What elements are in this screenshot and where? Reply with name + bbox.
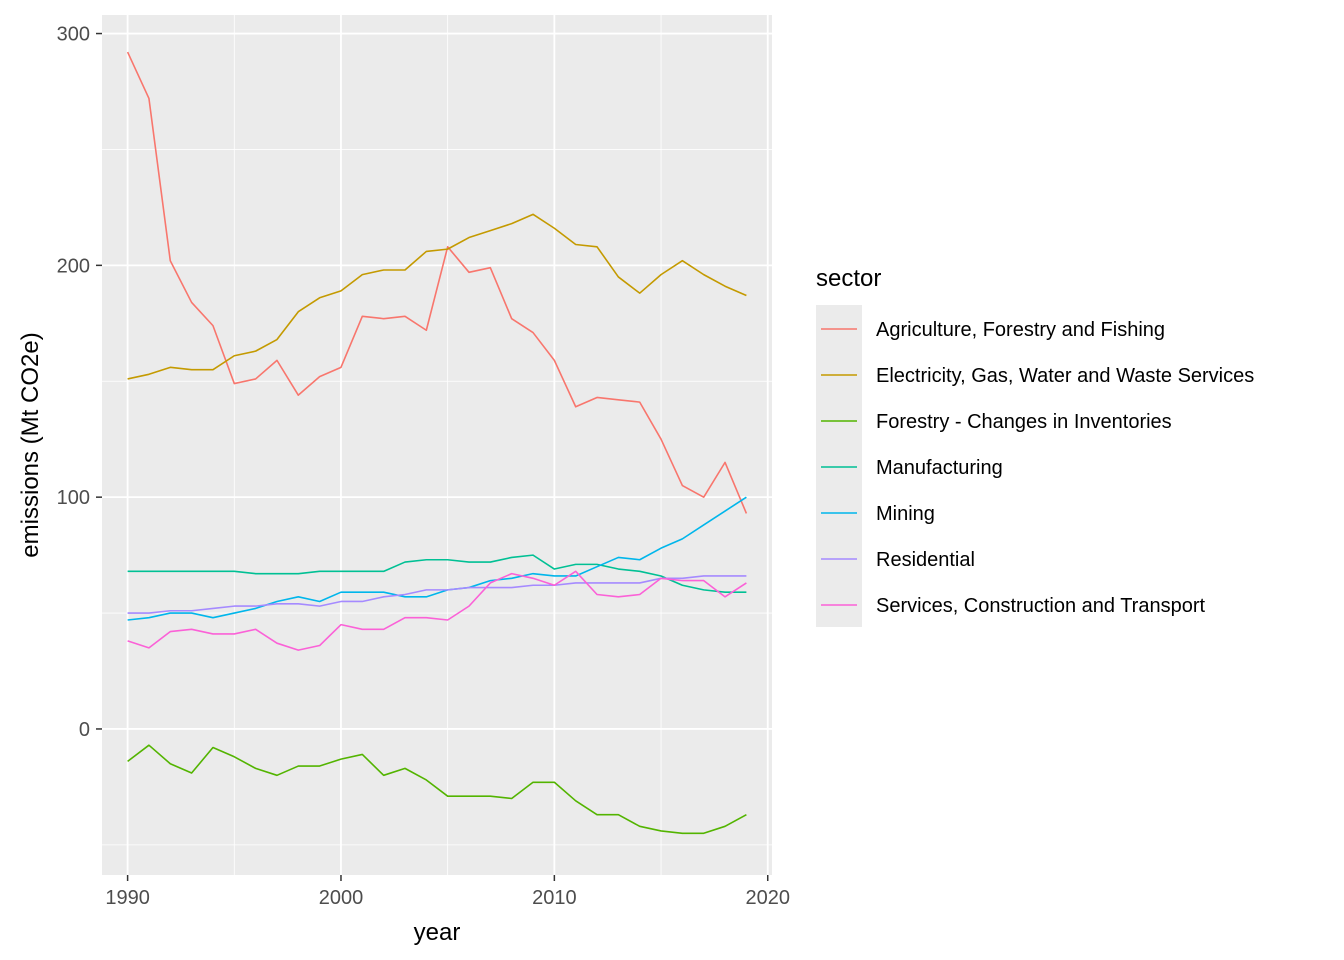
series-line-6 xyxy=(127,575,747,614)
legend-label: Services, Construction and Transport xyxy=(876,595,1205,617)
legend-key-background xyxy=(816,305,862,627)
legend-title: sector xyxy=(816,265,881,292)
series-line-1 xyxy=(126,51,748,514)
x-axis: 1990 2000 2010 2020 xyxy=(105,875,790,909)
legend-label: Manufacturing xyxy=(876,457,1003,479)
minor-gridlines xyxy=(102,15,772,875)
legend-label: Forestry - Changes in Inventories xyxy=(876,411,1172,433)
y-tick-label: 300 xyxy=(57,24,90,46)
x-tick-label: 1990 xyxy=(105,887,150,909)
legend: sector Agriculture, Forestry and Fishing… xyxy=(816,265,1254,627)
y-tick-label: 100 xyxy=(57,487,90,509)
x-axis-title: year xyxy=(414,919,461,946)
x-tick-label: 2000 xyxy=(319,887,364,909)
x-tick-label: 2010 xyxy=(532,887,577,909)
legend-items: Agriculture, Forestry and Fishing Electri… xyxy=(821,319,1254,617)
y-tick-label: 200 xyxy=(57,255,90,277)
y-axis: 0 100 200 300 xyxy=(57,24,102,741)
y-tick-label: 0 xyxy=(79,719,90,741)
x-tick-label: 2020 xyxy=(745,887,790,909)
series-line-4 xyxy=(127,554,747,594)
legend-label: Mining xyxy=(876,503,935,525)
series-line-3 xyxy=(127,744,747,835)
series-line-5 xyxy=(127,496,747,621)
series-line-7 xyxy=(127,570,747,651)
plot-panel xyxy=(102,15,772,875)
series-line-2 xyxy=(127,213,747,380)
legend-label: Residential xyxy=(876,549,975,571)
legend-label: Agriculture, Forestry and Fishing xyxy=(876,319,1165,341)
legend-label: Electricity, Gas, Water and Waste Servic… xyxy=(876,365,1254,387)
y-axis-title: emissions (Mt CO2e) xyxy=(17,332,44,557)
series-lines xyxy=(126,51,748,835)
major-gridlines xyxy=(102,15,772,875)
